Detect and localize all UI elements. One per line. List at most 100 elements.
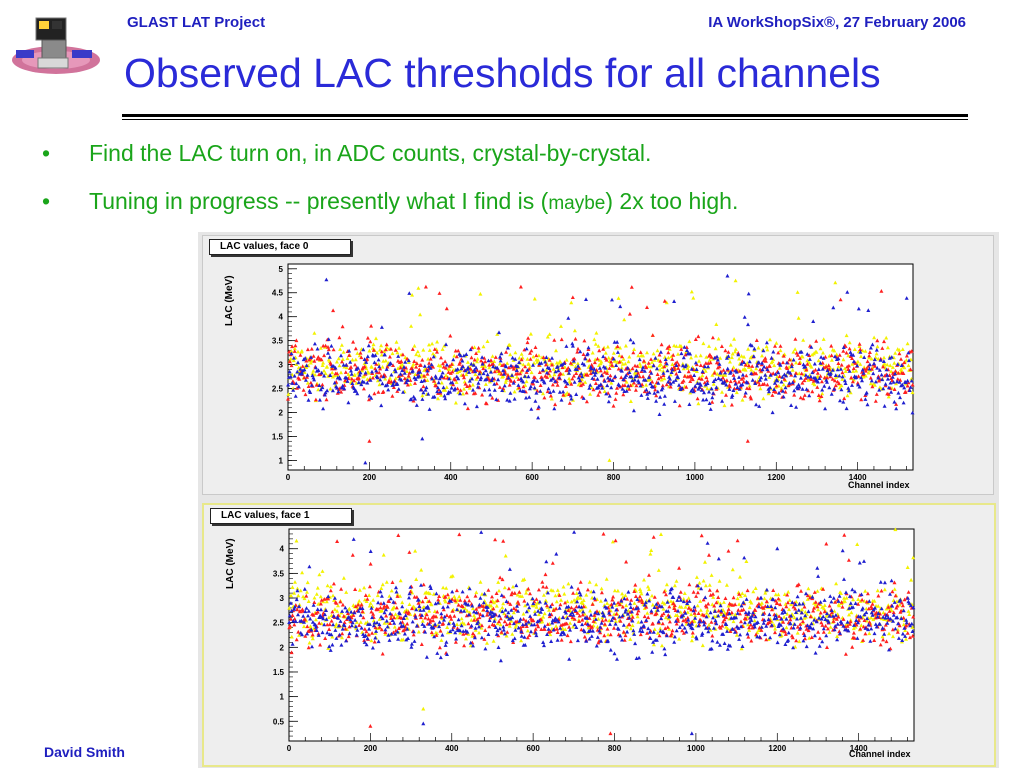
data-point xyxy=(718,601,723,606)
data-point xyxy=(805,597,810,601)
data-point xyxy=(394,585,398,590)
data-point xyxy=(741,379,746,384)
data-point xyxy=(652,605,657,609)
data-point xyxy=(393,631,398,636)
data-point xyxy=(497,626,502,631)
data-point xyxy=(882,339,886,344)
data-point xyxy=(778,344,783,348)
data-point xyxy=(383,347,388,352)
data-point xyxy=(641,365,645,369)
data-point xyxy=(367,584,372,589)
data-point xyxy=(410,366,414,370)
data-point xyxy=(664,582,669,587)
data-point xyxy=(583,380,588,384)
data-point xyxy=(532,609,537,614)
data-point xyxy=(347,606,352,611)
data-point xyxy=(825,626,830,631)
data-point xyxy=(907,612,912,616)
data-point xyxy=(423,387,428,392)
data-point xyxy=(676,594,681,599)
data-point xyxy=(628,383,633,388)
data-point xyxy=(433,622,438,626)
data-point xyxy=(835,634,840,638)
data-point xyxy=(607,366,612,370)
data-point xyxy=(763,376,768,381)
data-point xyxy=(558,602,563,607)
data-point xyxy=(873,615,878,620)
data-point xyxy=(475,356,480,361)
data-point xyxy=(565,381,570,386)
data-point xyxy=(585,622,590,626)
data-point xyxy=(773,605,778,610)
data-point xyxy=(856,620,860,625)
data-point xyxy=(519,629,524,634)
data-point xyxy=(789,602,794,607)
data-point xyxy=(744,373,749,378)
data-point xyxy=(564,610,568,615)
data-point xyxy=(862,618,867,622)
data-point xyxy=(550,602,555,606)
data-point xyxy=(632,601,637,605)
data-point xyxy=(687,402,692,406)
data-point xyxy=(737,637,742,641)
data-point xyxy=(856,306,861,311)
data-point xyxy=(581,352,586,356)
data-point xyxy=(388,596,393,601)
data-point xyxy=(633,594,638,598)
data-point xyxy=(393,612,398,616)
data-point xyxy=(363,593,368,597)
data-point xyxy=(890,603,895,608)
data-point xyxy=(517,360,522,364)
data-point xyxy=(377,364,382,369)
data-point xyxy=(829,392,834,396)
data-point xyxy=(350,553,355,557)
data-point xyxy=(541,355,546,360)
data-point xyxy=(485,605,490,609)
data-point xyxy=(381,374,386,379)
bullet-marker: • xyxy=(42,140,51,166)
data-point xyxy=(443,359,448,364)
data-point xyxy=(478,580,483,584)
data-point xyxy=(680,622,685,627)
data-point xyxy=(608,622,612,626)
data-point xyxy=(854,375,859,379)
data-point xyxy=(291,355,296,360)
data-point xyxy=(893,351,898,355)
data-point xyxy=(325,630,330,635)
x-tick-label: 1200 xyxy=(768,744,786,753)
data-point xyxy=(422,364,427,368)
data-point xyxy=(557,593,562,597)
data-point xyxy=(570,615,575,619)
data-point xyxy=(580,622,585,627)
data-point xyxy=(495,365,500,370)
data-point xyxy=(904,637,908,641)
data-point xyxy=(604,605,609,610)
data-point xyxy=(817,398,822,403)
data-point xyxy=(479,623,484,628)
data-point xyxy=(787,607,791,612)
data-point xyxy=(309,627,314,632)
data-point xyxy=(904,353,909,358)
data-point xyxy=(851,353,856,357)
data-point xyxy=(489,369,493,374)
data-point xyxy=(349,623,354,628)
y-tick-label: 3.5 xyxy=(273,569,285,578)
data-point xyxy=(694,575,699,579)
data-point xyxy=(713,377,718,382)
data-point xyxy=(476,619,481,624)
data-point xyxy=(455,622,459,626)
data-point xyxy=(416,286,421,290)
data-point xyxy=(330,374,335,379)
data-point xyxy=(322,392,327,397)
data-point xyxy=(583,621,588,626)
data-point xyxy=(366,632,371,637)
data-point xyxy=(725,626,730,631)
data-point xyxy=(800,387,805,391)
data-point xyxy=(866,370,871,375)
data-point xyxy=(431,618,436,623)
data-point xyxy=(407,291,412,295)
data-point xyxy=(847,369,852,373)
data-point xyxy=(790,380,795,385)
data-point xyxy=(728,359,732,364)
data-point xyxy=(474,610,479,615)
